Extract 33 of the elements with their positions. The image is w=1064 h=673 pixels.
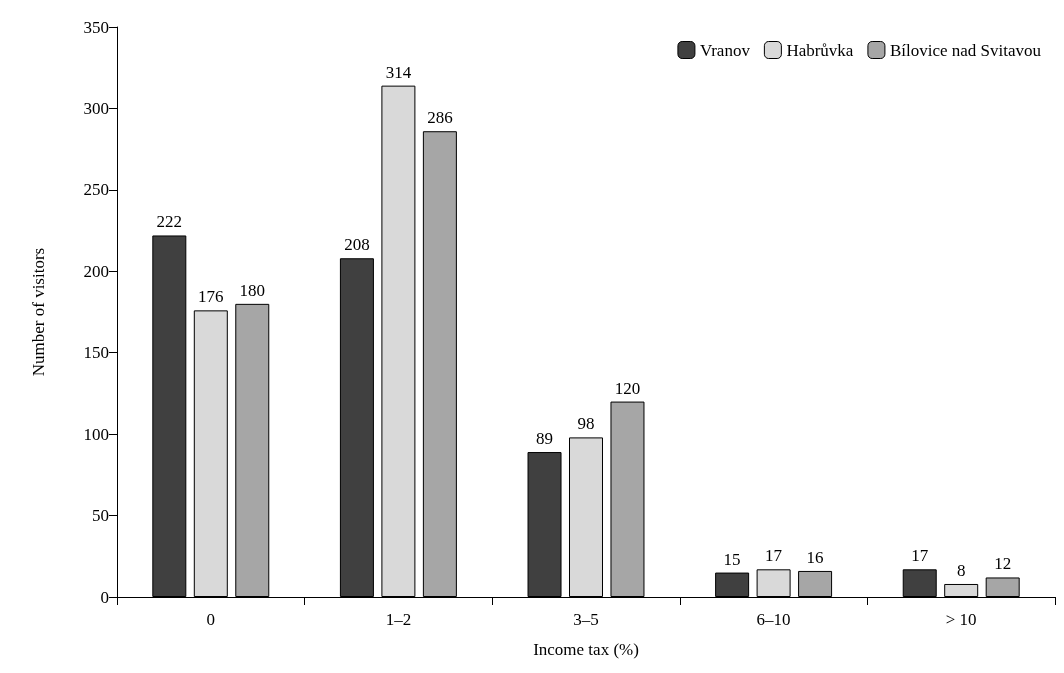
data-label: 89 <box>536 429 554 449</box>
x-tick-label: 0 <box>206 610 216 629</box>
legend-label: Vranov <box>699 40 751 60</box>
data-label: 180 <box>239 280 266 300</box>
y-tick-label: 200 <box>83 261 109 281</box>
data-label: 286 <box>427 108 453 128</box>
x-axis-title: Income tax (%) <box>533 640 639 659</box>
data-label: 17 <box>911 546 929 566</box>
y-tick-label: 50 <box>92 506 109 526</box>
data-label: 98 <box>577 414 595 434</box>
data-label: 16 <box>806 547 824 567</box>
y-tick-label: 0 <box>100 587 109 607</box>
data-label: 222 <box>156 212 183 232</box>
x-tick-label: 3–5 <box>573 610 599 629</box>
y-tick-label: 150 <box>83 343 109 363</box>
x-tick-label: 1–2 <box>385 610 412 629</box>
data-label: 120 <box>614 378 641 398</box>
data-label: 12 <box>994 554 1012 574</box>
x-tick-label: > 10 <box>945 610 977 629</box>
data-label: 208 <box>344 235 370 255</box>
y-tick-label: 300 <box>83 98 109 118</box>
data-label: 314 <box>385 62 412 82</box>
data-label: 8 <box>956 560 966 580</box>
data-label: 17 <box>765 546 783 566</box>
y-tick-label: 350 <box>83 17 109 37</box>
data-label: 176 <box>198 287 224 307</box>
legend-label: Bílovice nad Svitavou <box>889 40 1042 60</box>
legend-label: Habrůvka <box>786 40 854 60</box>
y-tick-label: 100 <box>83 424 109 444</box>
data-label: 15 <box>723 549 741 569</box>
y-tick-label: 250 <box>83 180 109 200</box>
x-tick-label: 6–10 <box>756 610 791 629</box>
y-axis-title: Number of visitors <box>29 247 48 377</box>
